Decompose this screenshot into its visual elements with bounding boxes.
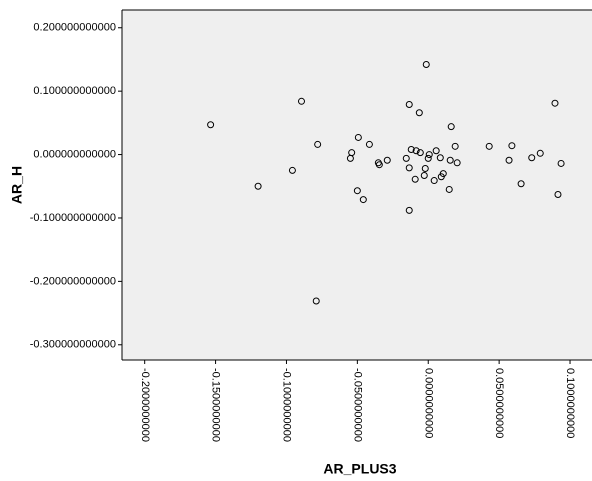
point <box>424 154 432 162</box>
point <box>297 97 305 105</box>
point <box>354 133 362 141</box>
point <box>436 154 444 162</box>
x-tick-label: 0.1000000000 <box>564 368 576 438</box>
x-tick-label: 0.0000000000 <box>422 368 434 438</box>
point <box>359 196 367 204</box>
point <box>254 182 262 190</box>
point <box>551 99 559 107</box>
y-tick-label: 0.100000000000 <box>33 85 116 97</box>
point <box>554 191 562 199</box>
point <box>312 297 320 305</box>
x-tick-label: -0.0500000000 <box>351 368 363 442</box>
point <box>402 154 410 162</box>
point <box>430 177 438 185</box>
y-tick-label: -0.100000000000 <box>30 212 116 224</box>
point <box>422 61 430 69</box>
point <box>383 156 391 164</box>
point <box>365 140 373 148</box>
point <box>445 185 453 193</box>
point <box>505 156 513 164</box>
point <box>375 161 383 169</box>
point <box>353 187 361 195</box>
point <box>411 175 419 183</box>
x-tick-label: 0.0500000000 <box>493 368 505 438</box>
point <box>405 100 413 108</box>
y-tick-label: -0.300000000000 <box>30 339 116 351</box>
point <box>405 164 413 172</box>
point <box>451 142 459 150</box>
point <box>415 109 423 117</box>
point <box>446 156 454 164</box>
point <box>420 171 428 179</box>
point <box>405 206 413 214</box>
x-tick-label: -0.2000000000 <box>139 368 151 442</box>
point <box>432 147 440 155</box>
point <box>346 154 354 162</box>
x-tick-label: -0.1000000000 <box>281 368 293 442</box>
point <box>536 149 544 157</box>
point <box>288 166 296 174</box>
point <box>421 165 429 173</box>
point <box>412 147 420 155</box>
point <box>528 154 536 162</box>
point <box>453 159 461 167</box>
y-tick-label: -0.200000000000 <box>30 275 116 287</box>
point <box>207 121 215 129</box>
x-tick-label: -0.1500000000 <box>210 368 222 442</box>
point <box>517 180 525 188</box>
point <box>447 123 455 131</box>
point <box>508 142 516 150</box>
point <box>314 140 322 148</box>
point <box>407 145 415 153</box>
point <box>485 142 493 150</box>
point <box>425 151 433 159</box>
y-tick-label: 0.000000000000 <box>33 148 116 160</box>
point <box>557 159 565 167</box>
plot-area <box>122 10 592 360</box>
x-axis-title: AR_PLUS3 <box>323 461 396 477</box>
y-tick-label: 0.200000000000 <box>33 22 116 34</box>
point <box>439 170 447 178</box>
y-axis-title: AR_H <box>9 166 25 204</box>
point <box>416 149 424 157</box>
